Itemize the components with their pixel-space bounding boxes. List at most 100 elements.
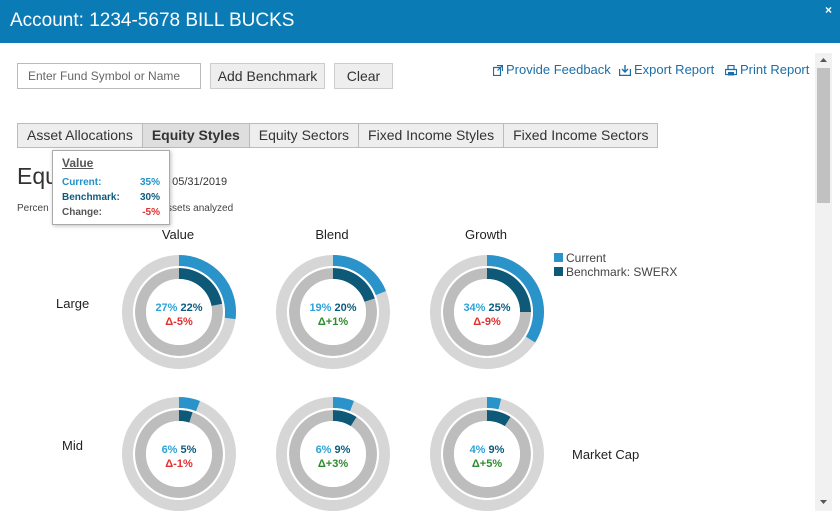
- external-link-icon: [492, 64, 504, 77]
- current-arc: [178, 255, 236, 320]
- benchmark-arc: [486, 410, 511, 427]
- benchmark-arc: [486, 268, 531, 313]
- ring-gap: [133, 408, 225, 500]
- donut-hole: [146, 421, 212, 487]
- donut-chart: [430, 397, 544, 511]
- tab-asset-allocations[interactable]: Asset Allocations: [18, 124, 143, 147]
- donut-mid-value[interactable]: 6% 5% Δ-1%: [121, 396, 237, 512]
- tab-equity-styles[interactable]: Equity Styles: [142, 124, 250, 147]
- change-value: Δ+5%: [471, 458, 503, 470]
- legend-label-benchmark: Benchmark: SWERX: [566, 265, 678, 279]
- add-benchmark-button[interactable]: Add Benchmark: [210, 63, 325, 89]
- provide-feedback-label: Provide Feedback: [506, 62, 611, 77]
- current-arc: [332, 255, 386, 296]
- current-value: 19%: [309, 302, 332, 314]
- current-arc: [332, 397, 354, 412]
- benchmark-value: 5%: [180, 444, 197, 456]
- change-value: Δ+3%: [317, 458, 349, 470]
- analysis-note-right: ity assets analyzed: [148, 203, 234, 214]
- tooltip-value: 35%: [139, 177, 160, 188]
- tab-fixed-income-sectors[interactable]: Fixed Income Sectors: [504, 124, 658, 147]
- tab-equity-sectors[interactable]: Equity Sectors: [249, 124, 360, 147]
- market-cap-label: Market Cap: [572, 447, 640, 462]
- column-header-value: Value: [161, 227, 195, 242]
- benchmark-value: 22%: [180, 302, 203, 314]
- benchmark-value: 9%: [334, 444, 351, 456]
- current-arc: [178, 397, 200, 412]
- benchmark-arc: [178, 268, 223, 307]
- tooltip-label: Change:: [62, 207, 102, 218]
- change-value: Δ+1%: [317, 316, 349, 328]
- donut-chart: [122, 397, 236, 511]
- current-value: 6%: [161, 444, 178, 456]
- current-value: 34%: [463, 302, 486, 314]
- change-value: Δ-9%: [473, 316, 501, 328]
- tooltip-value: 30%: [139, 192, 160, 203]
- current-value: 27%: [155, 302, 178, 314]
- legend-swatch-current: [554, 253, 563, 262]
- donut-values: 27% 22%: [121, 302, 237, 314]
- donut-large-value[interactable]: 27% 22% Δ-5%: [121, 254, 237, 370]
- donut-values: 6% 9%: [275, 444, 391, 456]
- donut-chart: [276, 255, 390, 369]
- donut-hole: [300, 279, 366, 345]
- scroll-up-arrow-icon[interactable]: [815, 53, 832, 68]
- title-bar: Account: 1234-5678 BILL BUCKS ×: [0, 0, 840, 43]
- as-of-date: f 05/31/2019: [166, 176, 228, 188]
- donut-values: 34% 25%: [429, 302, 545, 314]
- analysis-note: Percen ity assets analyzed: [17, 203, 233, 214]
- tab-fixed-income-styles[interactable]: Fixed Income Styles: [359, 124, 505, 147]
- ring-gap: [441, 266, 533, 358]
- benchmark-value: 9%: [488, 444, 505, 456]
- donut-large-blend[interactable]: 19% 20% Δ+1%: [275, 254, 391, 370]
- clear-button[interactable]: Clear: [334, 63, 393, 89]
- legend-item-benchmark: Benchmark: SWERX: [554, 266, 677, 280]
- donut-hole: [454, 421, 520, 487]
- scrollbar-thumb[interactable]: [817, 68, 830, 203]
- donut-values: 19% 20%: [275, 302, 391, 314]
- current-value: 4%: [469, 444, 486, 456]
- tooltip-label: Current:: [62, 177, 102, 188]
- tooltip-row-benchmark: Benchmark: 30%: [62, 192, 160, 203]
- donut-mid-growth[interactable]: 4% 9% Δ+5%: [429, 396, 545, 512]
- legend-swatch-benchmark: [554, 267, 563, 276]
- column-header-growth: Growth: [465, 227, 507, 242]
- current-arc: [486, 255, 544, 343]
- tooltip-row-change: Change: -5%: [62, 207, 160, 218]
- current-value: 6%: [315, 444, 332, 456]
- donut-mid-blend[interactable]: 6% 9% Δ+3%: [275, 396, 391, 512]
- donut-large-growth[interactable]: 34% 25% Δ-9%: [429, 254, 545, 370]
- change-value: Δ-5%: [165, 316, 193, 328]
- legend-label-current: Current: [566, 251, 607, 265]
- export-report-label: Export Report: [634, 62, 715, 77]
- ring-gap: [441, 408, 533, 500]
- print-report-link[interactable]: Print Report: [724, 62, 810, 77]
- current-arc: [486, 397, 502, 410]
- benchmark-arc: [332, 410, 357, 427]
- tooltip-title: Value: [62, 156, 94, 170]
- fund-search-input[interactable]: [17, 63, 201, 89]
- benchmark-value: 20%: [334, 302, 357, 314]
- change-value: Δ-1%: [165, 458, 193, 470]
- export-report-link[interactable]: Export Report: [618, 62, 715, 77]
- donut-chart: [430, 255, 544, 369]
- donut-chart: [276, 397, 390, 511]
- print-icon: [724, 64, 738, 76]
- ring-gap: [133, 266, 225, 358]
- tab-bar: Asset Allocations Equity Styles Equity S…: [17, 123, 659, 148]
- row-header-mid: Mid: [62, 438, 83, 453]
- section-heading: Equ: [17, 163, 58, 189]
- legend-item-current: Current: [554, 252, 677, 266]
- donut-values: 4% 9%: [429, 444, 545, 456]
- close-icon[interactable]: ×: [824, 3, 832, 17]
- provide-feedback-link[interactable]: Provide Feedback: [492, 62, 611, 77]
- print-report-label: Print Report: [740, 62, 810, 77]
- export-icon: [618, 65, 632, 77]
- benchmark-arc: [178, 409, 193, 423]
- analysis-note-left: Percen: [17, 203, 49, 214]
- tooltip-label: Benchmark:: [62, 192, 120, 203]
- scroll-down-arrow-icon[interactable]: [815, 495, 832, 510]
- donut-hole: [454, 279, 520, 345]
- benchmark-value: 25%: [488, 302, 511, 314]
- donut-hole: [146, 279, 212, 345]
